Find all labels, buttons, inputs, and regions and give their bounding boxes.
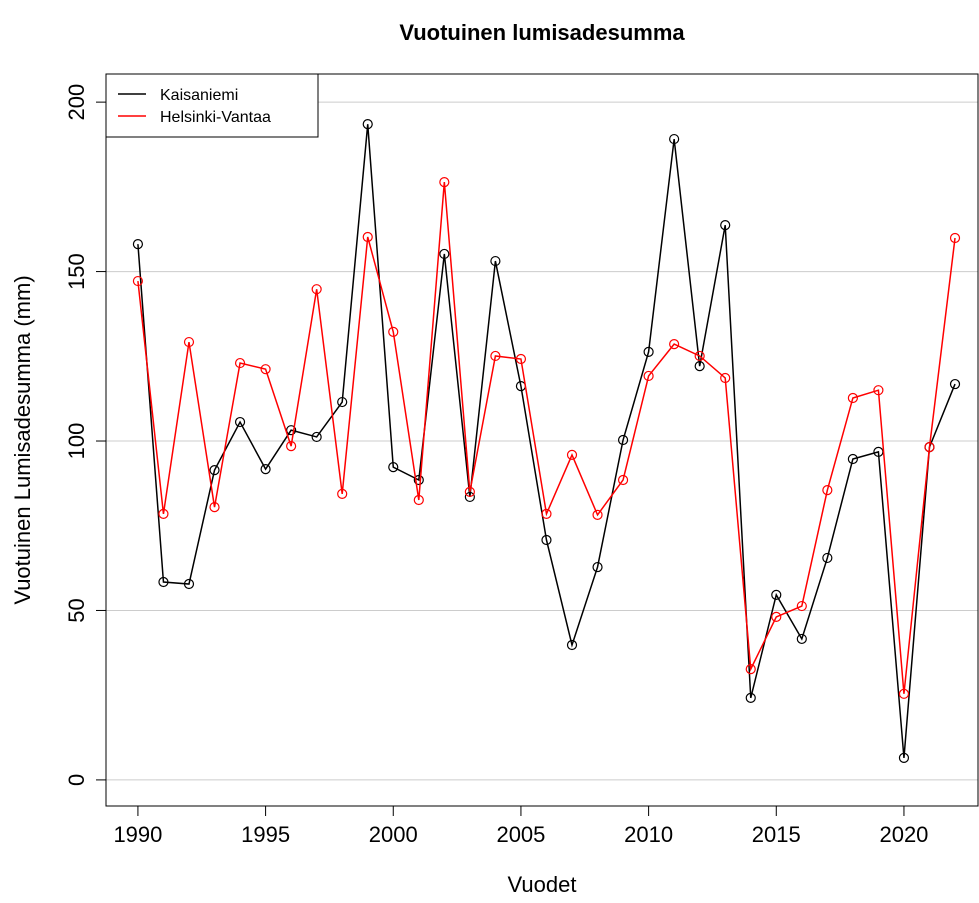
y-tick-label: 100 (64, 423, 89, 460)
point (234, 416, 246, 428)
point (132, 275, 144, 287)
point (260, 364, 271, 375)
y-axis-label: Vuotuinen Lumisadesumma (mm) (10, 275, 35, 604)
point (898, 688, 910, 699)
point (541, 534, 552, 546)
x-tick-label: 2000 (369, 822, 418, 847)
point (337, 396, 348, 408)
point (362, 231, 373, 243)
point (949, 232, 961, 244)
point (617, 434, 629, 446)
point (566, 449, 578, 461)
series-line (137, 124, 956, 758)
point (490, 255, 501, 267)
point (158, 508, 169, 519)
y-tick-label: 200 (64, 84, 89, 121)
point (260, 464, 271, 475)
point (669, 133, 680, 145)
point (822, 485, 833, 496)
plot-frame (105, 73, 979, 807)
point (617, 474, 629, 486)
point (132, 239, 144, 250)
point (490, 350, 501, 362)
x-tick-label: 1990 (113, 822, 162, 847)
x-tick-label: 1995 (241, 822, 290, 847)
point (515, 353, 527, 365)
point (183, 578, 195, 590)
point (337, 488, 348, 499)
point (183, 336, 195, 348)
point (566, 639, 578, 651)
series-line (137, 182, 956, 694)
point (439, 177, 450, 188)
point (286, 441, 297, 452)
point (720, 372, 731, 384)
point (847, 453, 858, 465)
point (592, 561, 603, 573)
legend-label: Kaisaniemi (160, 87, 238, 104)
point (311, 284, 322, 295)
point (439, 248, 450, 260)
legend-label: Helsinki-Vantaa (160, 109, 271, 126)
point (771, 611, 782, 623)
point (388, 326, 399, 337)
x-axis-label: Vuodet (508, 872, 577, 897)
point (643, 370, 654, 382)
point (796, 633, 807, 645)
point (413, 494, 424, 506)
point (592, 509, 603, 520)
x-tick-label: 2010 (624, 822, 673, 847)
point (898, 752, 910, 763)
point (362, 119, 373, 130)
point (745, 692, 756, 703)
y-tick-label: 0 (64, 774, 89, 786)
x-tick-label: 2005 (496, 822, 545, 847)
point (847, 392, 858, 404)
point (388, 462, 399, 473)
series (132, 177, 961, 699)
point (771, 589, 782, 600)
point (209, 465, 220, 476)
y-tick-label: 50 (64, 598, 89, 622)
chart-title: Vuotuinen lumisadesumma (399, 20, 685, 45)
x-tick-label: 2020 (879, 822, 928, 847)
point (464, 486, 475, 497)
point (822, 552, 833, 564)
point (745, 663, 756, 675)
point (413, 474, 424, 486)
point (720, 220, 731, 231)
point (643, 346, 654, 357)
point (694, 350, 705, 362)
point (796, 600, 807, 612)
legend-box (105, 73, 319, 138)
point (873, 385, 884, 396)
point (949, 378, 961, 390)
y-tick-label: 150 (64, 253, 89, 290)
point (669, 338, 680, 350)
point (694, 361, 705, 372)
point (209, 502, 220, 513)
point (924, 442, 935, 453)
point (541, 508, 552, 519)
point (464, 491, 475, 503)
point (311, 431, 322, 443)
point (234, 357, 246, 369)
point (158, 576, 169, 588)
x-tick-label: 2015 (752, 822, 801, 847)
